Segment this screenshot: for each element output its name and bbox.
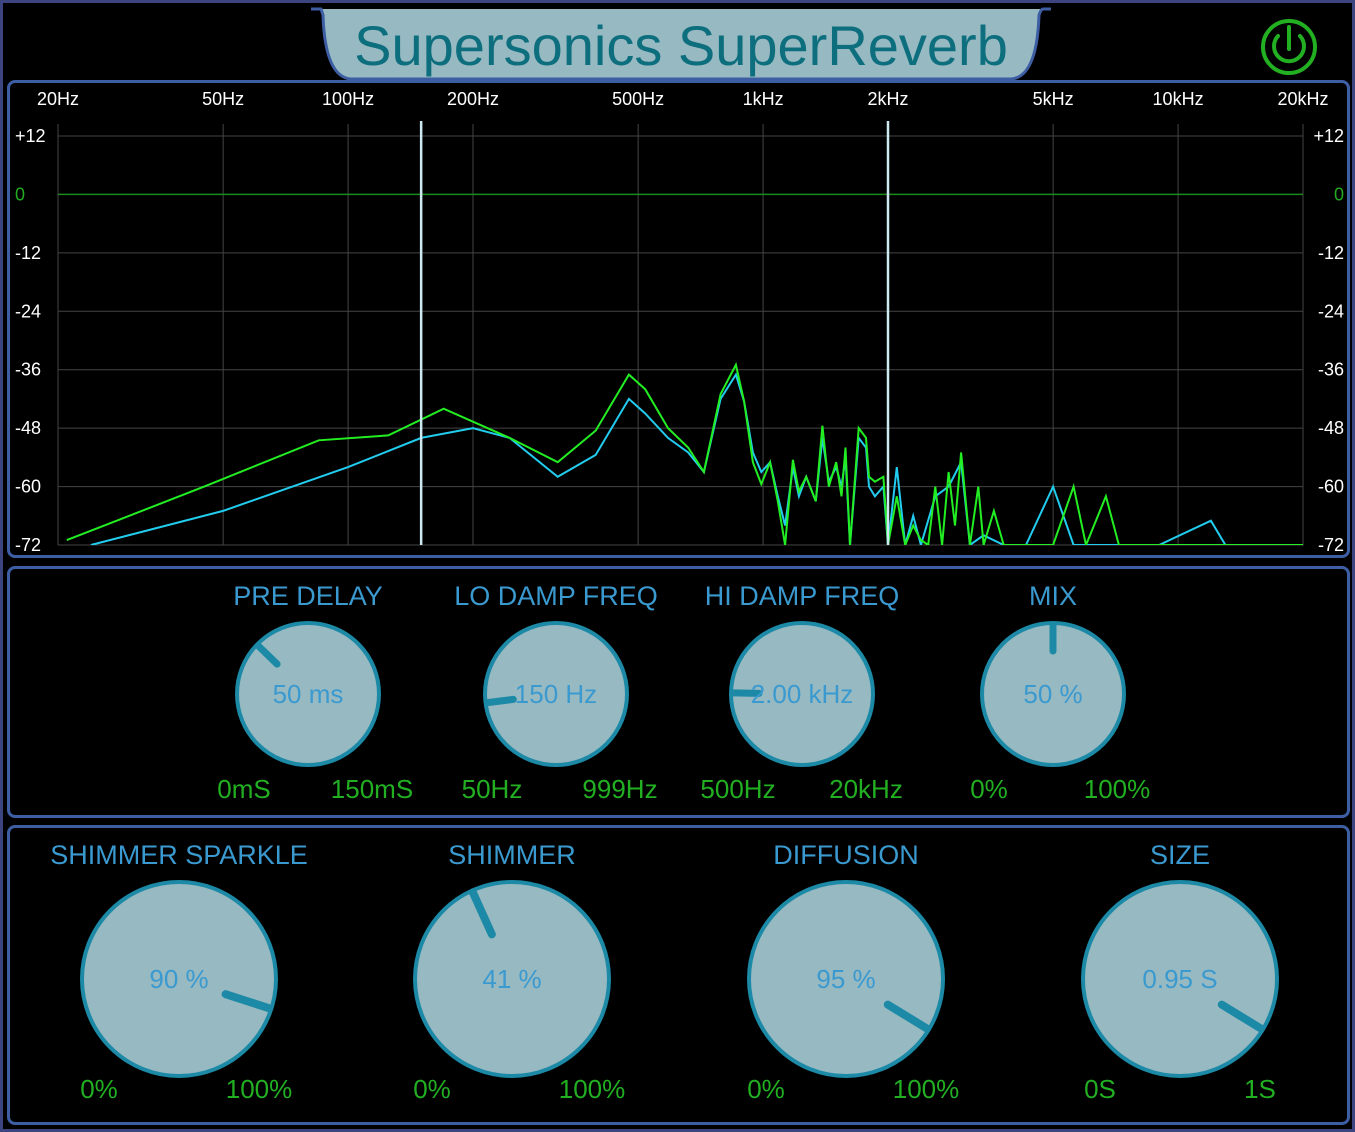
shimmer-sparkle-knob[interactable]: 90 % (80, 880, 278, 1078)
size-knob[interactable]: 0.95 S (1081, 880, 1279, 1078)
size-max-label: 1S (1244, 1074, 1276, 1104)
lo-damp-freq-max-label: 999Hz (582, 774, 658, 804)
db-tick-label-right: +12 (1313, 126, 1344, 146)
size-label: SIZE (1149, 840, 1210, 870)
power-icon[interactable] (1259, 17, 1319, 77)
spectrum-analyzer: 20Hz 50Hz 100Hz 200Hz 500Hz 1kHz 2kHz 5kHz 10kHz… (7, 80, 1350, 558)
lo-damp-freq-knob[interactable]: 150 Hz (483, 621, 629, 767)
db-tick-label-right: -36 (1318, 360, 1344, 380)
pre-delay-label: PRE DELAY (233, 581, 383, 611)
diffusion-value: 95 % (816, 963, 876, 994)
hi-damp-freq-knob[interactable]: 2.00 kHz (729, 621, 875, 767)
mix-label: MIX (1028, 581, 1077, 611)
db-tick-label-right: -12 (1318, 243, 1344, 263)
db-tick-label-right: -48 (1318, 418, 1344, 438)
diffusion-pointer (883, 1000, 932, 1033)
shimmer-sparkle-value: 90 % (149, 963, 209, 994)
freq-tick-label: 200Hz (447, 89, 499, 109)
db-tick-label-left: 0 (15, 184, 25, 204)
shimmer-sparkle-max-label: 100% (225, 1074, 293, 1104)
shimmer-sparkle-min-label: 0% (80, 1074, 118, 1104)
db-tick-label-left: -12 (15, 243, 41, 263)
pre-delay-value: 50 ms (272, 678, 344, 709)
freq-tick-label: 20kHz (1277, 89, 1328, 109)
freq-tick-label: 2kHz (867, 89, 908, 109)
db-tick-label-right: 0 (1334, 184, 1344, 204)
db-tick-label-left: -24 (15, 301, 41, 321)
shimmer-label: SHIMMER (448, 840, 576, 870)
hi-damp-freq-value: 2.00 kHz (750, 678, 854, 709)
hi-damp-freq-min-label: 500Hz (700, 774, 776, 804)
freq-tick-label: 5kHz (1033, 89, 1074, 109)
size-min-label: 0S (1084, 1074, 1116, 1104)
shimmer-max-label: 100% (558, 1074, 626, 1104)
pre-delay-min-label: 0mS (217, 774, 271, 804)
lo-damp-freq-value: 150 Hz (514, 678, 598, 709)
diffusion-knob[interactable]: 95 % (747, 880, 945, 1078)
diffusion-max-label: 100% (892, 1074, 960, 1104)
freq-tick-label: 20Hz (37, 89, 79, 109)
mix-max-label: 100% (1083, 774, 1151, 804)
shimmer-pointer (468, 888, 496, 939)
freq-tick-label: 500Hz (612, 89, 664, 109)
db-tick-label-left: -60 (15, 477, 41, 497)
db-tick-label-left: -72 (15, 535, 41, 555)
size-value: 0.95 S (1142, 963, 1218, 994)
knob-panel-top: PRE DELAY 50 ms 0mS 150mS LO DAMP FREQ 150 Hz… (7, 566, 1350, 818)
hi-damp-freq-pointer (733, 689, 763, 697)
db-tick-label-left: -36 (15, 360, 41, 380)
hi-damp-freq-label: HI DAMP FREQ (704, 581, 900, 611)
knob-panel-bottom: SHIMMER SPARKLE 90 % 0% 100% SHIMMER 41 % 0% 10… (7, 825, 1350, 1125)
mix-min-label: 0% (970, 774, 1008, 804)
spectrum-graph: 20Hz 50Hz 100Hz 200Hz 500Hz 1kHz 2kHz 5kHz 10kHz… (15, 89, 1344, 555)
diffusion-min-label: 0% (747, 1074, 785, 1104)
freq-tick-label: 50Hz (202, 89, 244, 109)
mix-value: 50 % (1023, 678, 1083, 709)
freq-tick-label: 100Hz (322, 89, 374, 109)
shimmer-value: 41 % (482, 963, 542, 994)
pre-delay-knob[interactable]: 50 ms (235, 621, 381, 767)
db-tick-label-left: -48 (15, 418, 41, 438)
pre-delay-pointer (254, 642, 281, 668)
mix-knob[interactable]: 50 % (980, 621, 1126, 767)
pre-delay-max-label: 150mS (330, 774, 414, 804)
app-title: Supersonics SuperReverb (354, 14, 1008, 77)
hi-damp-freq-max-label: 20kHz (829, 774, 903, 804)
freq-tick-label: 1kHz (743, 89, 784, 109)
diffusion-label: DIFFUSION (773, 840, 919, 870)
lo-damp-freq-pointer (487, 695, 517, 707)
shimmer-min-label: 0% (413, 1074, 451, 1104)
db-tick-label-left: +12 (15, 126, 46, 146)
db-tick-label-right: -60 (1318, 477, 1344, 497)
lo-damp-freq-label: LO DAMP FREQ (454, 581, 658, 611)
freq-tick-label: 10kHz (1153, 89, 1204, 109)
title-tab (311, 7, 1051, 81)
lo-damp-freq-min-label: 50Hz (461, 774, 523, 804)
shimmer-sparkle-pointer (221, 990, 274, 1013)
shimmer-sparkle-label: SHIMMER SPARKLE (50, 840, 308, 870)
size-pointer (1217, 1000, 1266, 1033)
spectrum-series-line (66, 361, 1303, 545)
db-tick-label-right: -24 (1318, 301, 1344, 321)
mix-pointer (1049, 625, 1057, 655)
shimmer-knob[interactable]: 41 % (413, 880, 611, 1078)
db-tick-label-right: -72 (1318, 535, 1344, 555)
